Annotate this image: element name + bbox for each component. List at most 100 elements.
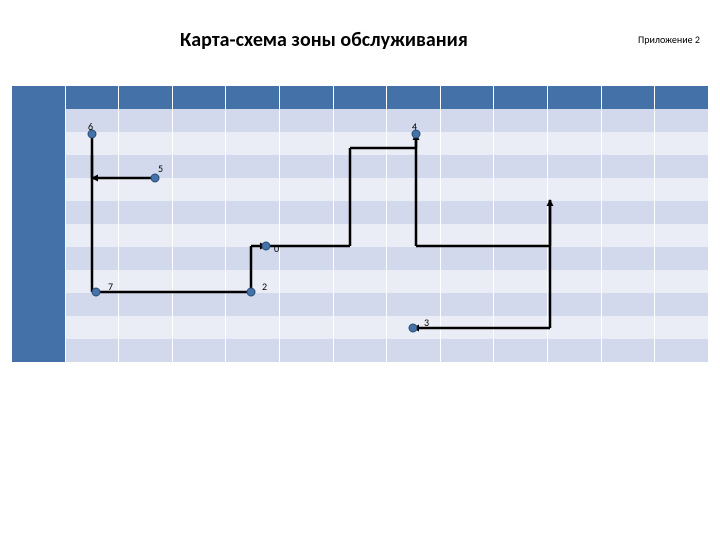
grid-cell (226, 316, 280, 339)
grid-cell (66, 316, 120, 339)
grid-cell (548, 224, 602, 247)
grid-cell (334, 201, 388, 224)
grid-cell (226, 178, 280, 201)
node-label: 4 (412, 120, 417, 133)
grid-cell (494, 270, 548, 293)
grid-cell (280, 247, 334, 270)
grid-cell (494, 86, 548, 109)
grid-cell (441, 316, 495, 339)
grid-cell (548, 109, 602, 132)
grid-cell (441, 201, 495, 224)
grid-cell (387, 155, 441, 178)
grid-cell (119, 339, 173, 362)
grid-cell (441, 224, 495, 247)
grid-cell (334, 132, 388, 155)
grid-cell (280, 270, 334, 293)
node-label: 6 (88, 120, 93, 133)
grid-cell (119, 155, 173, 178)
grid-cell (12, 86, 66, 109)
grid-cell (387, 270, 441, 293)
grid-cell (334, 86, 388, 109)
grid-cell (119, 247, 173, 270)
grid-cell (226, 293, 280, 316)
grid-cell (12, 339, 66, 362)
grid-cell (12, 109, 66, 132)
grid-cell (387, 339, 441, 362)
grid-cell (66, 339, 120, 362)
grid-cell (173, 86, 227, 109)
grid-cell (494, 316, 548, 339)
grid-cell (602, 86, 656, 109)
grid-cell (334, 339, 388, 362)
grid-cell (602, 155, 656, 178)
grid-cell (387, 293, 441, 316)
grid-cell (280, 178, 334, 201)
grid-cell (548, 178, 602, 201)
grid-cell (66, 86, 120, 109)
grid-cell (334, 109, 388, 132)
grid-cell (387, 132, 441, 155)
grid-cell (119, 316, 173, 339)
grid-cell (602, 178, 656, 201)
grid-cell (655, 86, 709, 109)
grid-cell (173, 293, 227, 316)
grid-cell (548, 86, 602, 109)
grid-cell (12, 178, 66, 201)
grid-cell (334, 293, 388, 316)
grid-cell (441, 109, 495, 132)
grid-cell (602, 132, 656, 155)
grid-cell (441, 247, 495, 270)
grid-cell (226, 155, 280, 178)
grid-cell (66, 224, 120, 247)
grid-cell (441, 293, 495, 316)
grid-cell (280, 339, 334, 362)
grid-cell (12, 316, 66, 339)
grid-cell (280, 132, 334, 155)
grid-cell (173, 339, 227, 362)
grid-cell (66, 132, 120, 155)
grid-cell (66, 155, 120, 178)
grid-cell (226, 224, 280, 247)
grid-cell (119, 86, 173, 109)
grid-cell (441, 339, 495, 362)
node-label: 2 (262, 280, 267, 293)
grid-cell (173, 155, 227, 178)
grid-cell (12, 270, 66, 293)
grid-cell (655, 247, 709, 270)
grid-cell (548, 270, 602, 293)
grid-cell (548, 201, 602, 224)
grid-cell (602, 247, 656, 270)
grid-cell (334, 155, 388, 178)
grid-cell (548, 155, 602, 178)
grid-cell (441, 270, 495, 293)
grid-cell (173, 109, 227, 132)
grid-cell (494, 201, 548, 224)
grid-cell (280, 86, 334, 109)
grid-cell (280, 109, 334, 132)
grid-cell (280, 201, 334, 224)
node-label: 7 (108, 280, 113, 293)
grid-cell (173, 201, 227, 224)
grid-cell (387, 201, 441, 224)
grid-cell (602, 270, 656, 293)
grid-cell (12, 155, 66, 178)
grid-cell (226, 339, 280, 362)
grid-cell (334, 178, 388, 201)
grid-cell (655, 270, 709, 293)
grid-cell (66, 201, 120, 224)
grid-cell (387, 86, 441, 109)
grid-cell (602, 224, 656, 247)
page-title: Карта-схема зоны обслуживания (180, 28, 468, 52)
grid-cell (173, 178, 227, 201)
grid-cell (66, 178, 120, 201)
grid-cell (548, 293, 602, 316)
grid-cell (602, 316, 656, 339)
grid-cell (226, 86, 280, 109)
node-label: 5 (158, 162, 163, 175)
appendix-label: Приложение 2 (638, 33, 700, 46)
grid-cell (119, 109, 173, 132)
grid-cell (548, 132, 602, 155)
grid-cell (334, 247, 388, 270)
grid-cell (655, 109, 709, 132)
grid-cell (548, 339, 602, 362)
